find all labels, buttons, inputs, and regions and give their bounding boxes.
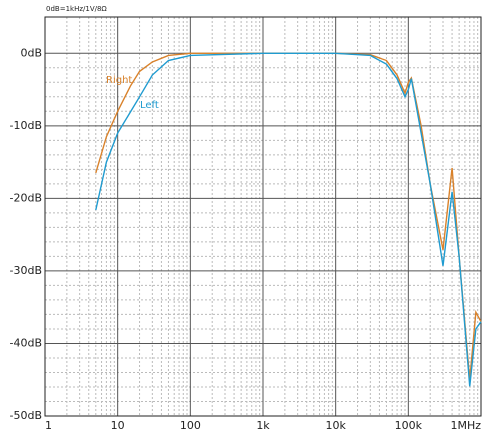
series-label: Right — [106, 75, 132, 86]
series-label: Left — [140, 100, 159, 111]
x-tick-label: 1MHz — [450, 419, 481, 432]
chart-note: 0dB=1kHz/1V/8Ω — [46, 5, 107, 13]
x-tick-label: 100k — [395, 419, 423, 432]
y-tick-label: -20dB — [10, 191, 43, 204]
y-tick-label: -10dB — [10, 119, 43, 132]
x-tick-label: 1k — [256, 419, 270, 432]
x-tick-label: 10k — [325, 419, 346, 432]
y-tick-label: -50dB — [10, 409, 43, 422]
y-tick-label: 0dB — [20, 46, 42, 59]
y-tick-label: -40dB — [10, 336, 43, 349]
series-line — [95, 52, 482, 380]
x-tick-label: 10 — [111, 419, 125, 432]
x-tick-label: 1 — [45, 419, 52, 432]
y-tick-label: -30dB — [10, 264, 43, 277]
series-line — [95, 52, 482, 387]
x-tick-label: 100 — [180, 419, 201, 432]
plot-frame — [44, 16, 482, 417]
